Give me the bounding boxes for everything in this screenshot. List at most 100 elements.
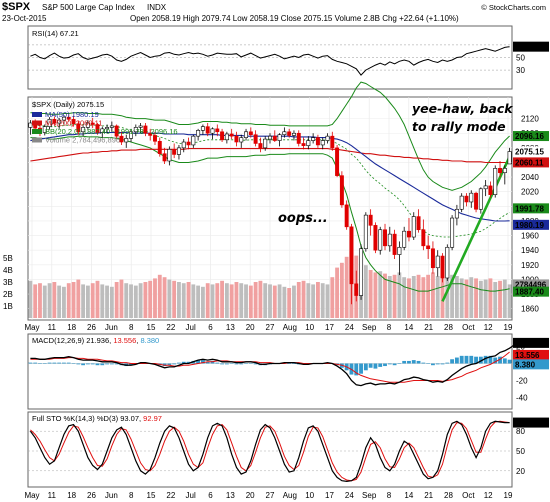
candle-body [459, 195, 464, 210]
chart-quote: Open 2058.19 High 2079.74 Low 2058.19 Cl… [130, 14, 459, 23]
tag-signal-bg [513, 349, 549, 360]
x-tick-label-13: Aug [283, 323, 297, 332]
volume-bar [239, 283, 244, 318]
volume-bar [76, 279, 81, 318]
macd-series: 200-20-40 [28, 343, 528, 403]
macd-hist-bar [71, 363, 76, 364]
volume-bar [454, 276, 459, 318]
price-title: $SPX (Daily) 2075.15 [32, 100, 104, 109]
sto-d-line [30, 420, 510, 482]
macd-hist-value: 8.380 [140, 336, 159, 345]
volume-bar [296, 282, 301, 318]
tag-sto-bg [513, 417, 549, 428]
tag-ma200: 2060.11 [515, 158, 544, 167]
macd-signal-line [30, 351, 510, 383]
volume-bar [320, 283, 325, 318]
macd-hist-bar [95, 363, 100, 366]
tag-close: 2075.15 [515, 147, 544, 156]
candle-body [411, 216, 416, 238]
macd-hist-bar [416, 360, 421, 364]
macd-hist-bar [224, 363, 229, 365]
volume-bar [316, 282, 320, 318]
candle-body [339, 175, 344, 206]
chart-exchange: INDX [147, 3, 167, 12]
macd-hist-bar [215, 362, 220, 364]
volume-bar [383, 273, 387, 318]
trendline [441, 156, 511, 302]
volume-bar [431, 272, 435, 318]
legend-swatch [32, 112, 42, 117]
candle-body [196, 130, 201, 137]
price-candles [28, 114, 512, 305]
volume-bar [33, 284, 38, 318]
x-tick-label-bottom-12: 27 [266, 491, 275, 500]
volume-bar [268, 284, 272, 318]
candle-body [200, 126, 205, 131]
x-tick-label-bottom-20: 21 [424, 491, 433, 500]
volume-bar [282, 286, 287, 318]
volume-bar [426, 274, 431, 318]
volume-bar [272, 285, 277, 318]
macd-hist-bar [488, 355, 493, 364]
volume-bar [191, 284, 196, 318]
macd-hist-bar [435, 363, 440, 365]
volume-bar [124, 283, 129, 318]
candle-body [469, 192, 474, 203]
macd-hist-bar [105, 363, 109, 365]
price-y-tick-4: 2040 [521, 173, 539, 182]
macd-hist-bar [129, 363, 133, 366]
candle-body [61, 116, 66, 121]
volume-bar [248, 285, 253, 318]
candle-body [402, 230, 407, 248]
sto-y-tick-2: 20 [516, 467, 525, 476]
volume-bar [483, 279, 488, 318]
volume-bar [81, 284, 86, 318]
candle-body [397, 246, 402, 255]
macd-params: (12,26,9) [54, 336, 86, 345]
candle-body [287, 131, 292, 136]
volume-bar [244, 284, 248, 318]
stochastic-series: 80 50 20 [28, 420, 525, 483]
macd-hist-bar [454, 357, 459, 364]
candle-body [272, 135, 277, 141]
tag-volume-bg [513, 279, 549, 290]
candle-body [373, 225, 378, 251]
volume-bar [157, 274, 162, 318]
x-tick-label-4: Jun [105, 323, 118, 332]
candle-body [186, 141, 191, 146]
price-y-tick-13: 1860 [521, 305, 539, 314]
x-tick-label-bottom-1: 11 [48, 491, 57, 500]
macd-hist-bar [402, 360, 407, 364]
candle-body [488, 185, 493, 195]
candle-body [507, 151, 512, 165]
macd-hist-bar [33, 362, 38, 364]
volume-bar [177, 282, 181, 318]
macd-value: 21.936 [86, 336, 109, 345]
volume-y-tick-2: 3B [3, 278, 13, 287]
volume-bar [474, 278, 478, 318]
x-tick-label-bottom-3: 26 [87, 491, 96, 500]
candle-body [114, 125, 119, 137]
candle-body [57, 119, 62, 124]
candle-body [474, 192, 479, 210]
candle-body [42, 126, 47, 133]
tag-signal: 13.556 [515, 351, 540, 360]
price-y-tick-8: 1960 [521, 232, 539, 241]
candle-body [330, 135, 335, 149]
macd-hist-bar [100, 363, 105, 366]
candle-body [210, 128, 215, 134]
volume-bar [186, 282, 191, 318]
annotation-oops: oops... [278, 211, 328, 226]
x-tick-label-bottom-9: 6 [208, 491, 213, 500]
macd-hist-bar [28, 362, 33, 364]
macd-hist-bar [172, 363, 177, 365]
candle-body [153, 135, 157, 142]
macd-hist-bar [502, 358, 507, 364]
macd-hist-bar [181, 361, 186, 364]
macd-hist-bar [81, 363, 86, 366]
volume-bar [167, 279, 172, 318]
macd-hist-bar [244, 363, 248, 364]
macd-hist-bar [114, 363, 119, 365]
macd-hist-bar [239, 363, 244, 365]
